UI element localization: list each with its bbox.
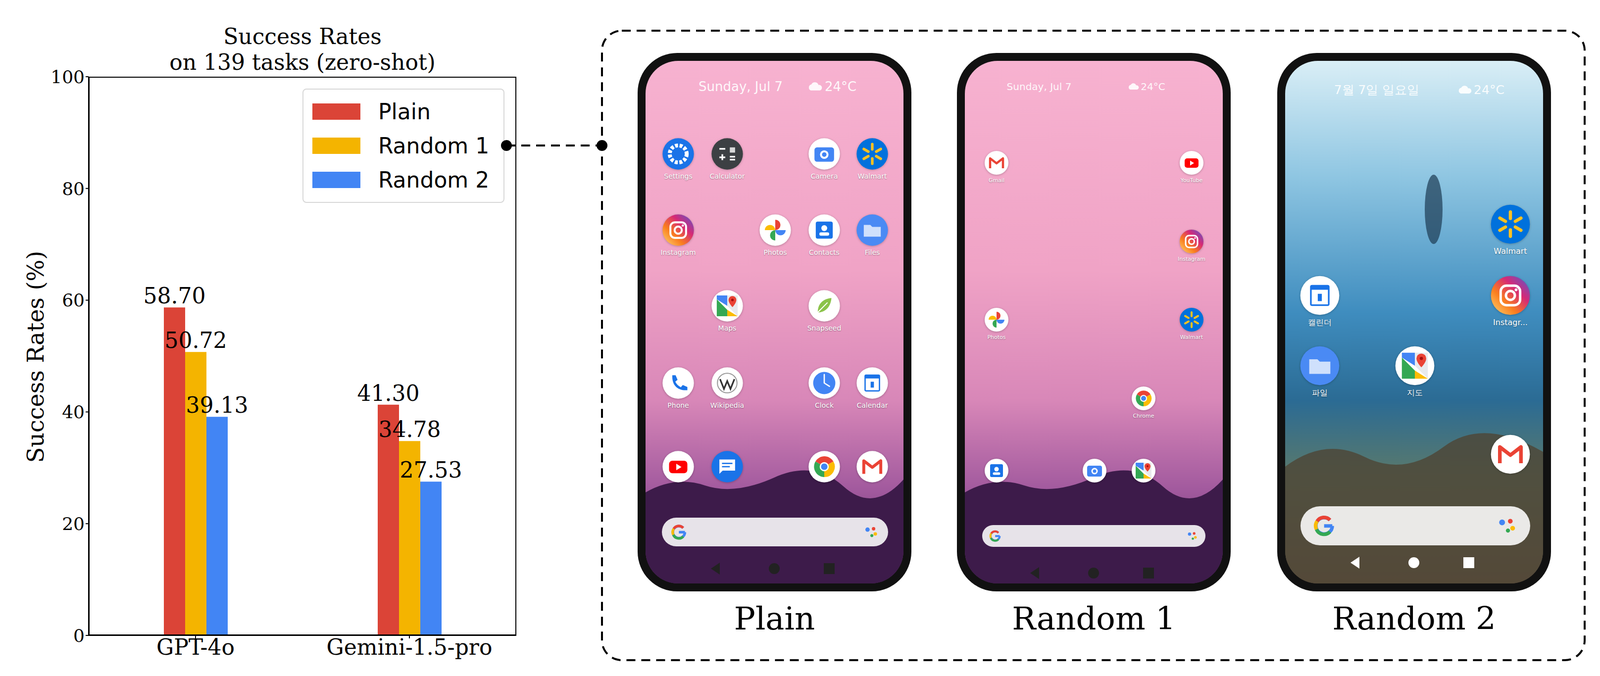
html-text:지도: 지도 xyxy=(1406,388,1423,398)
html-text:Calendar: Calendar xyxy=(856,401,888,410)
html-text:Maps: Maps xyxy=(718,324,737,333)
html-text:Contacts: Contacts xyxy=(808,248,840,257)
html-text:Walmart: Walmart xyxy=(1493,246,1528,256)
html-text:Settings: Settings xyxy=(664,172,693,181)
svg-text:80: 80 xyxy=(61,178,85,200)
html-text:Photos: Photos xyxy=(763,248,787,257)
svg-text:27.53: 27.53 xyxy=(400,457,463,483)
svg-text:41.30: 41.30 xyxy=(357,380,420,406)
svg-text:34.78: 34.78 xyxy=(378,416,442,443)
html-text:Photos: Photos xyxy=(987,334,1006,341)
html-text:Files: Files xyxy=(864,248,880,257)
html-text:Random 2: Random 2 xyxy=(378,167,490,193)
html-text:Snapseed: Snapseed xyxy=(807,324,842,333)
html-text:Instagram: Instagram xyxy=(660,248,696,257)
html-text:Camera: Camera xyxy=(810,172,838,181)
html-text:Plain: Plain xyxy=(734,600,815,638)
html-text:Chrome: Chrome xyxy=(1132,412,1155,420)
svg-text:100: 100 xyxy=(50,66,85,88)
html-text:Calculator: Calculator xyxy=(709,172,745,181)
html-text:Wikipedia: Wikipedia xyxy=(710,401,745,410)
html-text:Plain: Plain xyxy=(378,99,431,125)
html-text:Random 1: Random 1 xyxy=(1012,600,1176,638)
html-text:파일: 파일 xyxy=(1311,388,1328,398)
html-text:Sunday, Jul 7: Sunday, Jul 7 xyxy=(698,79,783,95)
html-text:Instagram: Instagram xyxy=(1177,255,1206,263)
html-text:Success Rates on 139 tasks (ze: Success Rates on 139 tasks (zero-shot) xyxy=(169,23,436,75)
svg-text:Gemini-1.5-pro: Gemini-1.5-pro xyxy=(326,634,493,660)
html-text:Random 2: Random 2 xyxy=(1332,600,1496,638)
html-text:Instagr...: Instagr... xyxy=(1493,317,1528,328)
html-text:24°C: 24°C xyxy=(824,79,857,95)
svg-text:0: 0 xyxy=(73,625,85,647)
html-text:Phone: Phone xyxy=(667,401,689,410)
html-text:캘린더: 캘린더 xyxy=(1307,317,1332,328)
svg-text:40: 40 xyxy=(61,401,85,423)
html-text:24°C: 24°C xyxy=(1473,82,1505,97)
html-text:YouTube: YouTube xyxy=(1180,177,1203,184)
svg-text:50.72: 50.72 xyxy=(164,327,228,353)
html-text:Gmail: Gmail xyxy=(988,177,1005,184)
html-text:24°C: 24°C xyxy=(1140,80,1166,93)
svg-text:60: 60 xyxy=(61,290,85,311)
html-text:Success Rates (%): Success Rates (%) xyxy=(22,250,50,463)
html-text:Clock: Clock xyxy=(814,401,834,410)
html-text:Walmart: Walmart xyxy=(1180,334,1204,341)
html-text:Walmart: Walmart xyxy=(857,172,887,181)
svg-text:58.70: 58.70 xyxy=(143,283,206,309)
html-text:Random 1: Random 1 xyxy=(378,133,490,159)
svg-text:GPT-4o: GPT-4o xyxy=(156,634,235,660)
html-text:Sunday, Jul 7: Sunday, Jul 7 xyxy=(1006,80,1072,93)
svg-text:20: 20 xyxy=(61,513,85,535)
html-text:7월 7일 일요일: 7월 7일 일요일 xyxy=(1333,82,1420,97)
svg-text:39.13: 39.13 xyxy=(186,392,249,418)
